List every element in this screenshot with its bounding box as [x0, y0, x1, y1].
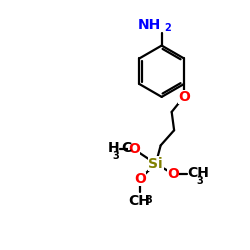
- Text: Si: Si: [148, 157, 163, 171]
- Text: O: O: [128, 142, 140, 156]
- Text: CH: CH: [128, 194, 150, 207]
- Text: 3: 3: [145, 195, 152, 205]
- Text: O: O: [134, 172, 146, 186]
- Text: 2: 2: [164, 23, 171, 33]
- Text: NH: NH: [138, 18, 161, 32]
- Text: CH: CH: [187, 166, 209, 180]
- Text: O: O: [168, 167, 179, 181]
- Text: 3: 3: [196, 176, 203, 186]
- Text: C: C: [121, 141, 131, 155]
- Text: 3: 3: [112, 151, 119, 161]
- Text: H: H: [108, 141, 119, 155]
- Text: O: O: [178, 90, 190, 104]
